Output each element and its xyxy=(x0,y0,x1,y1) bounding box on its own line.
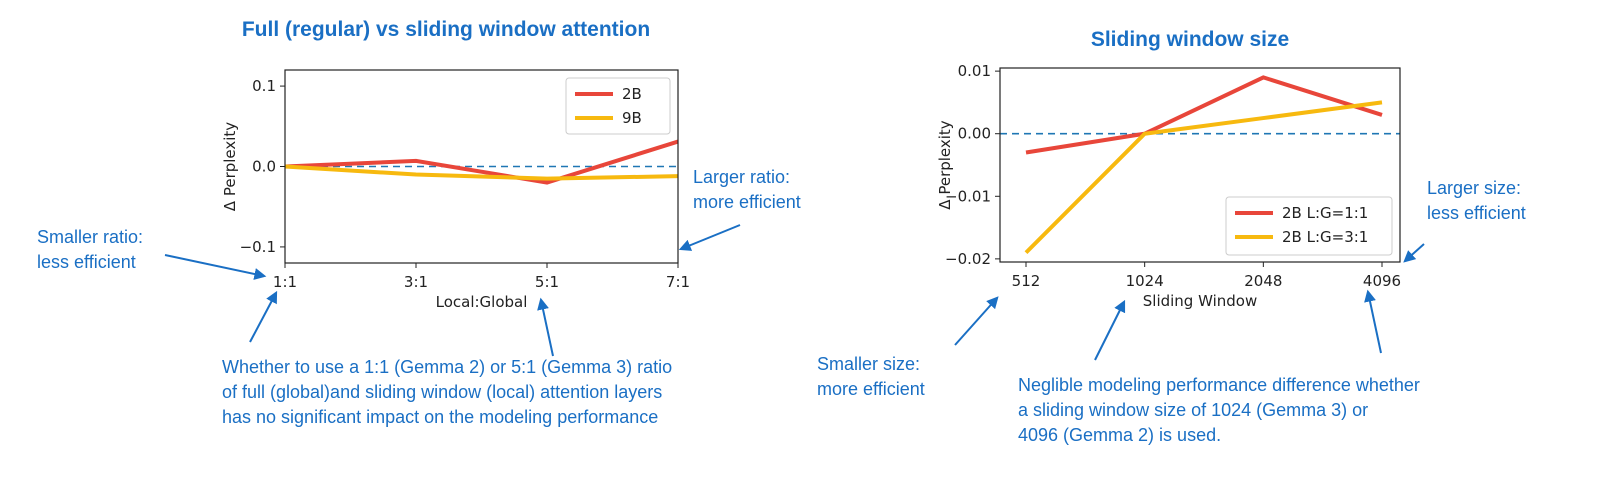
note-line: Whether to use a 1:1 (Gemma 2) or 5:1 (G… xyxy=(222,357,673,377)
note-line: less efficient xyxy=(1427,203,1526,223)
arrow-1024 xyxy=(1094,299,1126,361)
y-tick-label: 0.01 xyxy=(958,62,991,80)
legend-box xyxy=(565,77,671,135)
note-line: Larger ratio: xyxy=(693,167,791,187)
ratio-explanation: Whether to use a 1:1 (Gemma 2) or 5:1 (G… xyxy=(222,355,672,430)
x-tick-label: 5:1 xyxy=(535,273,559,291)
note-line: more efficient xyxy=(693,192,801,212)
right-chart-title: Sliding window size xyxy=(1090,28,1290,51)
note-line: Neglible modeling performance difference… xyxy=(1018,375,1420,395)
arrow-1to1 xyxy=(249,290,278,343)
y-tick-label: 0.00 xyxy=(958,125,991,143)
x-tick-label: 7:1 xyxy=(666,273,690,291)
arrow-512 xyxy=(954,296,999,346)
legend-label: 2B xyxy=(622,85,642,103)
size-explanation: Neglible modeling performance difference… xyxy=(1018,373,1420,448)
note-line: more efficient xyxy=(817,379,925,399)
y-tick-label: 0.1 xyxy=(252,77,276,95)
arrow-larger-size xyxy=(1403,243,1425,263)
legend-label: 2B L:G=1:1 xyxy=(1282,204,1368,222)
smaller-size-note: Smaller size: more efficient xyxy=(817,352,925,402)
note-line: less efficient xyxy=(37,252,136,272)
y-tick-label: −0.1 xyxy=(240,238,276,256)
note-line: has no significant impact on the modelin… xyxy=(222,407,659,427)
axes-frame xyxy=(999,67,1401,263)
legend-label: 9B xyxy=(622,109,642,127)
x-tick-label: 4096 xyxy=(1363,272,1401,290)
y-axis-label: Δ Perplexity xyxy=(221,122,239,212)
larger-size-note: Larger size: less efficient xyxy=(1427,176,1526,226)
y-axis-label: Δ Perplexity xyxy=(936,120,954,210)
series-line-2B-L-G-3-1 xyxy=(1024,100,1383,255)
note-line: Smaller size: xyxy=(817,354,921,374)
y-tick-label: 0.0 xyxy=(252,158,276,176)
x-tick-label: 1:1 xyxy=(273,273,297,291)
note-line: Larger size: xyxy=(1427,178,1522,198)
legend: 2B L:G=1:1 2B L:G=3:1 xyxy=(1225,196,1393,256)
series-line-2B-L-G-1-1 xyxy=(1025,75,1383,155)
larger-ratio-note: Larger ratio: more efficient xyxy=(693,165,801,215)
arrow-5to1 xyxy=(537,297,554,357)
series-line-9B xyxy=(284,164,679,181)
smaller-ratio-note: Smaller ratio: less efficient xyxy=(37,225,143,275)
note-line: 4096 (Gemma 2) is used. xyxy=(1018,425,1222,445)
legend-label: 2B L:G=3:1 xyxy=(1282,228,1368,246)
note-line: Smaller ratio: xyxy=(37,227,144,247)
x-tick-label: 2048 xyxy=(1244,272,1282,290)
x-axis-label: Local:Global xyxy=(436,293,528,311)
series-line-2B xyxy=(284,139,679,185)
arrow-4096 xyxy=(1364,289,1382,354)
arrow-larger-ratio xyxy=(678,224,741,251)
left-chart-title: Full (regular) vs sliding window attenti… xyxy=(241,18,651,41)
left-chart: 0.1 0.0 −0.1 1:1 3:1 5:1 7:1 Local:Global Δ Perp… xyxy=(221,69,690,311)
note-line: of full (global)and sliding window (loca… xyxy=(222,382,663,402)
note-line: a sliding window size of 1024 (Gemma 3) … xyxy=(1018,400,1369,420)
y-tick-label: −0.02 xyxy=(945,250,991,268)
arrow-smaller-ratio xyxy=(164,254,267,280)
right-chart: 0.01 0.00 −0.01 −0.02 512 1024 2048 4096 Sliding… xyxy=(936,62,1401,310)
x-tick-label: 3:1 xyxy=(404,273,428,291)
x-tick-label: 512 xyxy=(1012,272,1041,290)
x-tick-label: 1024 xyxy=(1126,272,1164,290)
y-tick-label: −0.01 xyxy=(945,187,991,205)
x-axis-label: Sliding Window xyxy=(1143,292,1258,310)
